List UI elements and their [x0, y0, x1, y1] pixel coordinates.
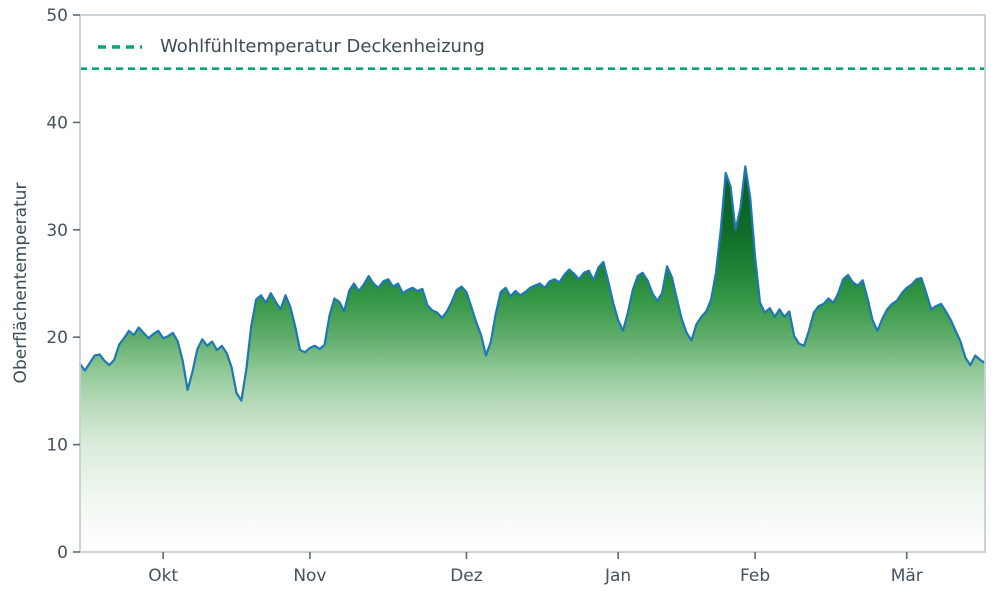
legend-label: Wohlfühltemperatur Deckenheizung	[160, 36, 485, 57]
x-tick-label: Feb	[740, 566, 770, 586]
temperature-line	[78, 165, 987, 402]
x-tick-label: Okt	[148, 566, 178, 586]
y-tick-label: 10	[46, 436, 68, 456]
legend: Wohlfühltemperatur Deckenheizung	[97, 36, 485, 57]
y-axis-title: Oberflächentemperatur	[11, 182, 31, 384]
y-tick-label: 20	[46, 328, 68, 348]
x-tick-label: Nov	[293, 566, 326, 586]
x-tick-label: Dez	[450, 566, 483, 586]
y-tick-label: 0	[57, 543, 68, 563]
y-tick-label: 40	[46, 113, 68, 133]
y-tick-label: 50	[46, 6, 68, 26]
plot-border	[79, 14, 986, 553]
x-tick-label: Jan	[604, 566, 631, 586]
x-tick-label: Mär	[891, 566, 923, 586]
threshold-legend-swatch	[98, 44, 142, 49]
area-fill	[80, 166, 985, 552]
y-tick-label: 30	[46, 221, 68, 241]
